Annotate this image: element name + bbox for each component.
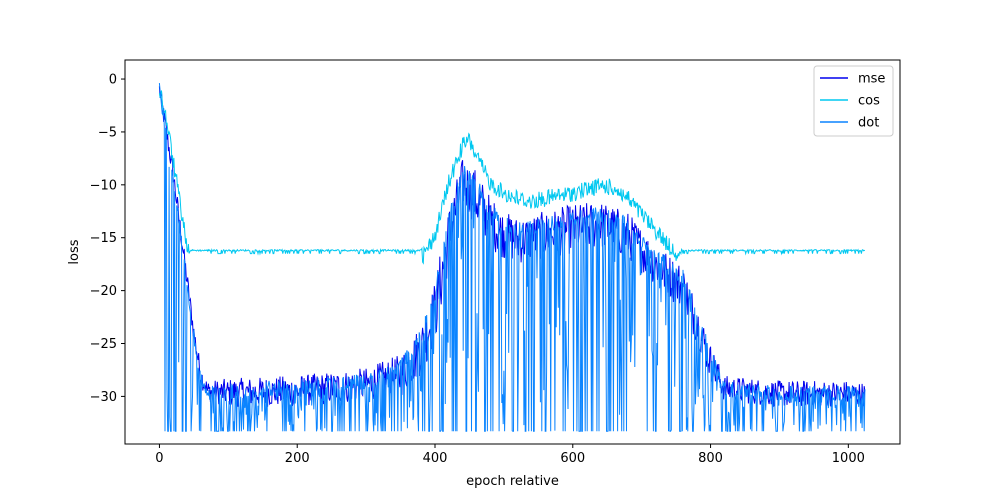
x-tick-label: 0 (155, 451, 163, 466)
legend-frame (813, 65, 894, 137)
x-tick-label: 1000 (832, 451, 865, 466)
series-dot-line (158, 83, 866, 432)
y-tick-label: 0 (109, 73, 117, 88)
legend: mse cos dot (813, 65, 894, 137)
y-tick-label: −15 (90, 231, 117, 246)
series-layer (158, 83, 866, 432)
series-cos-line (158, 90, 865, 265)
x-tick-label: 600 (560, 451, 585, 466)
y-tick-label: −20 (90, 284, 117, 299)
y-axis-label: loss (67, 239, 82, 264)
x-axis-label: epoch relative (466, 474, 559, 489)
x-axis: 0 200 400 600 800 1000 (155, 444, 865, 466)
legend-label-dot: dot (858, 116, 879, 131)
legend-label-cos: cos (858, 94, 880, 109)
y-tick-label: −5 (98, 125, 117, 140)
x-tick-label: 800 (698, 451, 723, 466)
y-tick-label: −25 (90, 337, 117, 352)
y-axis: 0 −5 −10 −15 −20 −25 −30 (90, 73, 125, 405)
y-tick-label: −10 (90, 178, 117, 193)
x-tick-label: 200 (285, 451, 310, 466)
plot-frame (124, 59, 901, 445)
legend-label-mse: mse (858, 72, 885, 87)
x-tick-label: 400 (423, 451, 448, 466)
y-tick-label: −30 (90, 390, 117, 405)
